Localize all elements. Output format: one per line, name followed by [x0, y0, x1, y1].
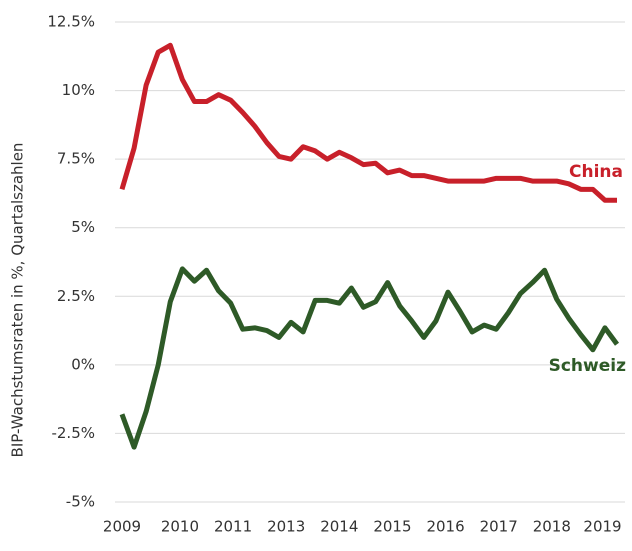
y-axis-label: BIP-Wachstumsraten in %, Quartalszahlen	[9, 143, 27, 458]
y-tick-label: 12.5%	[47, 13, 95, 31]
y-tick-label: -2.5%	[51, 424, 95, 442]
x-tick-label: 2018	[533, 518, 571, 536]
x-tick-label: 2010	[161, 518, 199, 536]
x-tick-label: 2017	[480, 518, 518, 536]
y-tick-label: 5%	[71, 218, 95, 236]
x-tick-label: 2013	[267, 518, 305, 536]
x-tick-label: 2016	[426, 518, 464, 536]
x-tick-label: 2011	[214, 518, 252, 536]
x-tick-label: 2015	[373, 518, 411, 536]
y-tick-label: 2.5%	[57, 287, 95, 305]
y-tick-label: 7.5%	[57, 150, 95, 168]
series-label: Schweiz	[549, 356, 626, 376]
y-tick-label: 0%	[71, 355, 95, 373]
x-tick-label: 2009	[103, 518, 141, 536]
line-series	[119, 266, 620, 450]
x-tick-label: 2014	[320, 518, 358, 536]
y-tick-label: 10%	[62, 81, 95, 99]
line-series	[119, 42, 617, 203]
y-tick-label: -5%	[66, 493, 95, 511]
x-tick-label: 2019	[583, 518, 621, 536]
series-label: China	[569, 162, 623, 182]
